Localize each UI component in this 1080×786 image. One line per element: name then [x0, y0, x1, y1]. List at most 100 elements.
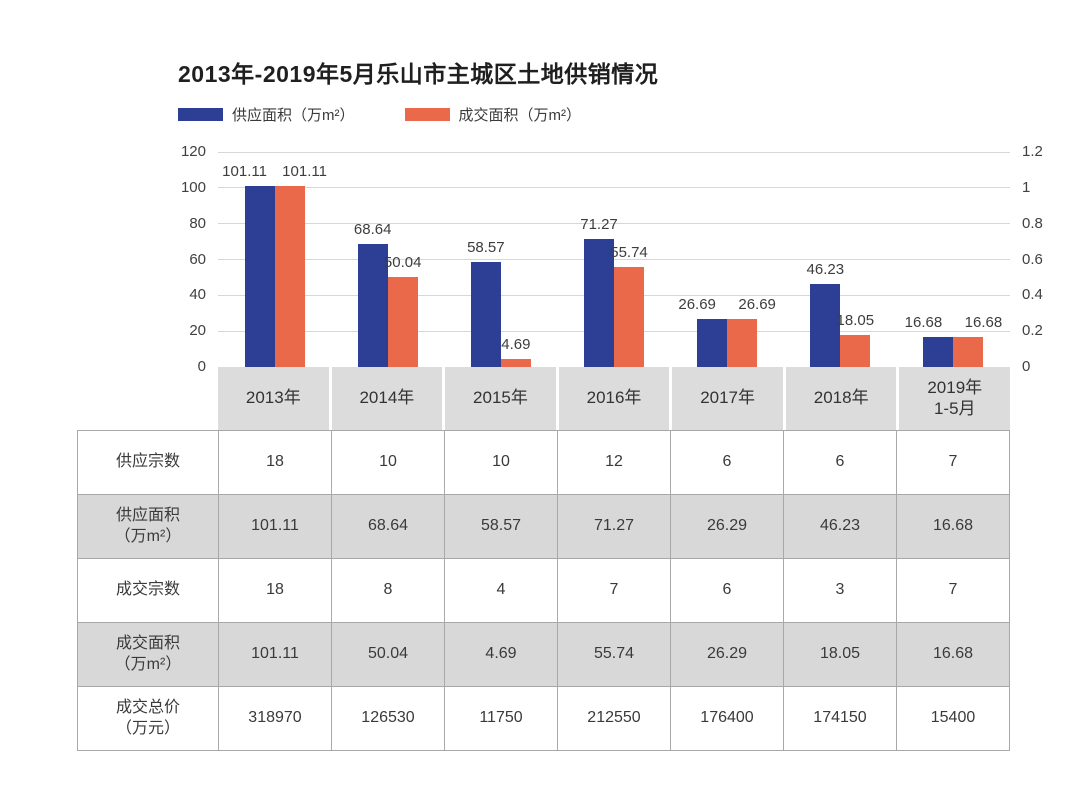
year-header-cell: 2016年 — [555, 367, 670, 430]
y-axis-left-tick: 0 — [197, 358, 206, 375]
bar-value-label: 71.27 — [580, 216, 618, 234]
y-axis-right-tick: 1 — [1022, 178, 1031, 196]
bar-value-label: 4.69 — [501, 335, 531, 353]
table-cell: 46.23 — [784, 495, 897, 559]
legend-item-deal-area: 成交面积（万m²） — [404, 104, 582, 125]
bar-value-label: 101.11 — [282, 162, 327, 180]
bar-deal-area — [840, 334, 871, 367]
legend-item-supply-area: 供应面积（万m²） — [178, 104, 355, 125]
table-cell: 7 — [897, 559, 1010, 623]
row-label-cell: 成交总价 （万元） — [78, 687, 219, 751]
table-cell: 126530 — [332, 687, 445, 751]
bar-value-label: 18.05 — [836, 311, 875, 329]
table-cell: 26.29 — [671, 623, 784, 687]
bar-value-label: 16.68 — [964, 314, 1003, 332]
table-cell: 4 — [445, 559, 558, 623]
bar-deal-area — [274, 185, 305, 367]
year-header-cell: 2014年 — [328, 367, 443, 430]
y-axis-right-tick: 0.4 — [1022, 286, 1043, 304]
y-axis-left-tick: 60 — [189, 250, 206, 268]
bar-deal-area — [500, 358, 531, 367]
bar-value-label: 26.69 — [678, 296, 716, 314]
table-cell: 101.11 — [219, 495, 332, 559]
table-year-header-row: 2013年 2014年 2015年 2016年 2017年 2018年 2019年 1-5月 — [218, 367, 1010, 430]
chart-legend: 供应面积（万m²） 成交面积（万m²） — [178, 104, 581, 125]
gridline — [218, 259, 1010, 260]
table-cell: 212550 — [558, 687, 671, 751]
y-axis-left-tick: 20 — [189, 322, 206, 340]
bar-deal-area — [727, 319, 758, 367]
bar-supply-area — [357, 244, 388, 367]
bar-supply-area — [810, 284, 841, 367]
bar-supply-area — [584, 239, 614, 367]
y-axis-right-tick: 0.6 — [1022, 250, 1043, 268]
year-header-cell: 2019年 1-5月 — [896, 367, 1010, 430]
bar-chart-plot-area: 120 1.2 100 1 80 0.8 60 0.6 40 0.4 20 0.2 0 0 101.11 10… — [181, 143, 1043, 375]
y-axis-left-tick: 80 — [189, 214, 206, 232]
bar-value-label: 101.11 — [222, 162, 267, 180]
table-cell: 6 — [784, 431, 897, 495]
deal-area-swatch-icon — [404, 108, 450, 121]
bar-value-label: 68.64 — [353, 221, 392, 239]
bar-deal-area — [614, 267, 644, 367]
y-axis-left-tick: 120 — [180, 143, 206, 160]
table-cell: 10 — [332, 431, 445, 495]
bar-value-label: 46.23 — [806, 261, 845, 279]
bar-deal-area — [387, 277, 418, 367]
table-cell: 68.64 — [332, 495, 445, 559]
row-label-cell: 成交宗数 — [78, 559, 219, 623]
y-axis-right-tick: 0.2 — [1022, 322, 1043, 340]
bar-value-label: 16.68 — [904, 314, 943, 332]
row-label-cell: 供应宗数 — [78, 431, 219, 495]
gridline — [218, 151, 1010, 153]
chart-title: 2013年-2019年5月乐山市主城区土地供销情况 — [178, 61, 659, 87]
table-cell: 50.04 — [332, 623, 445, 687]
year-header-cell: 2015年 — [442, 367, 556, 430]
table-cell: 15400 — [897, 687, 1010, 751]
bar-value-label: 58.57 — [467, 239, 505, 257]
year-header-cell: 2018年 — [782, 367, 897, 430]
y-axis-left-tick: 40 — [189, 286, 206, 304]
bar-value-label: 50.04 — [383, 254, 422, 272]
table-cell: 3 — [784, 559, 897, 623]
row-label-cell: 成交面积 （万m²） — [78, 623, 219, 687]
y-axis-left-tick: 100 — [180, 178, 206, 196]
bar-value-label: 26.69 — [738, 296, 776, 314]
table-cell: 10 — [445, 431, 558, 495]
bar-supply-area — [244, 185, 275, 367]
table-cell: 8 — [332, 559, 445, 623]
data-table: 供应宗数 18 10 10 12 6 6 7 供应面积 （万m²） 101.11 68.64 58.5… — [77, 430, 1010, 751]
table-cell: 18 — [219, 431, 332, 495]
table-cell: 18 — [219, 559, 332, 623]
table-cell: 11750 — [445, 687, 558, 751]
bar-supply-area — [923, 337, 954, 367]
supply-area-swatch-icon — [178, 108, 223, 121]
table-cell: 7 — [558, 559, 671, 623]
table-cell: 71.27 — [558, 495, 671, 559]
y-axis-right-tick: 1.2 — [1022, 143, 1043, 160]
table-cell: 58.57 — [445, 495, 558, 559]
table-cell: 16.68 — [897, 623, 1010, 687]
table-cell: 4.69 — [445, 623, 558, 687]
bar-deal-area — [953, 337, 984, 367]
table-cell: 176400 — [671, 687, 784, 751]
bar-value-label: 55.74 — [610, 244, 648, 262]
year-header-cell: 2013年 — [245, 388, 301, 408]
table-cell: 26.29 — [671, 495, 784, 559]
table-cell: 174150 — [784, 687, 897, 751]
table-cell: 55.74 — [558, 623, 671, 687]
table-cell: 18.05 — [784, 623, 897, 687]
bar-supply-area — [470, 262, 501, 367]
table-cell: 16.68 — [897, 495, 1010, 559]
table-cell: 6 — [671, 431, 784, 495]
year-header-cell: 2017年 — [669, 367, 783, 430]
table-cell: 7 — [897, 431, 1010, 495]
legend-label-supply-area: 供应面积（万m²） — [232, 107, 355, 124]
table-cell: 318970 — [219, 687, 332, 751]
gridline — [218, 223, 1010, 225]
legend-label-deal-area: 成交面积（万m²） — [458, 107, 582, 124]
row-label-cell: 供应面积 （万m²） — [78, 495, 219, 559]
bar-supply-area — [697, 319, 728, 367]
table-cell: 12 — [558, 431, 671, 495]
